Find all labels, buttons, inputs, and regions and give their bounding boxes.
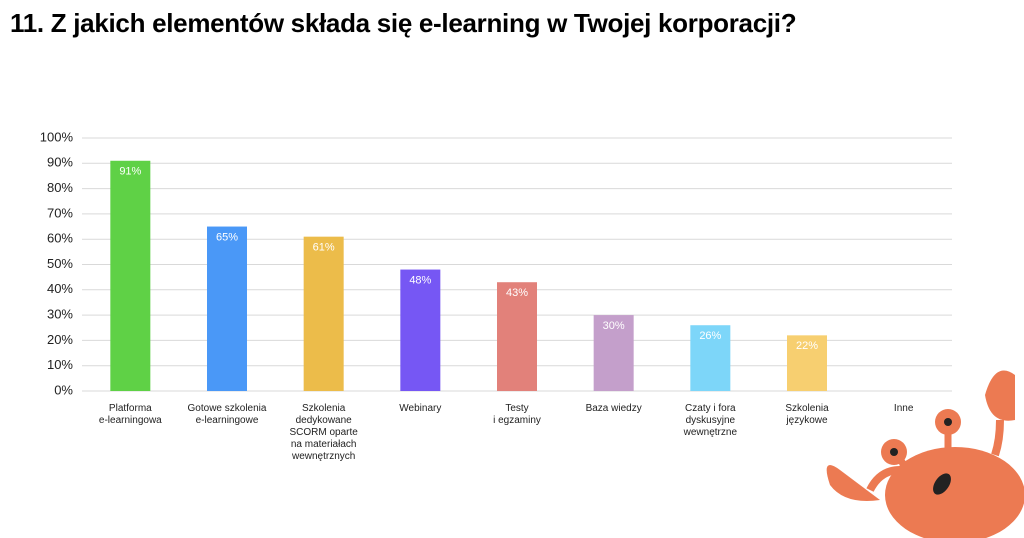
bar <box>400 269 441 391</box>
bar <box>207 226 247 391</box>
x-tick-label: Baza wiedzy <box>585 403 642 414</box>
bar <box>690 325 731 391</box>
x-tick-label: Platforma e-learningowa <box>98 403 162 426</box>
y-tick-label: 80% <box>47 180 73 195</box>
value-label: 91% <box>119 166 141 178</box>
crab-mascot <box>826 370 1024 538</box>
y-tick-label: 50% <box>47 256 73 271</box>
bar <box>593 315 634 391</box>
x-tick-label: Szkolenia dedykowane SCORM oparte na mat… <box>289 403 358 462</box>
x-tick-label: Inne <box>893 403 914 414</box>
bar <box>110 160 151 391</box>
y-tick-label: 10% <box>47 357 73 372</box>
value-label: 43% <box>506 287 528 299</box>
y-tick-label: 60% <box>47 231 73 246</box>
y-tick-label: 30% <box>47 307 73 322</box>
x-tick-label: Szkolenia językowe <box>785 403 829 426</box>
bar <box>303 236 344 391</box>
y-tick-label: 40% <box>47 281 73 296</box>
value-label: 61% <box>313 242 335 254</box>
x-tick-label: Testy i egzaminy <box>493 403 541 426</box>
bar <box>497 282 537 391</box>
y-tick-label: 0% <box>54 382 73 397</box>
value-label: 65% <box>216 231 238 243</box>
x-tick-label: Czaty i fora dyskusyjne wewnętrzne <box>683 403 737 438</box>
x-tick-label: Gotowe szkolenia e-learningowe <box>187 403 267 426</box>
x-tick-label: Webinary <box>399 403 442 414</box>
y-tick-label: 20% <box>47 332 73 347</box>
y-tick-label: 90% <box>47 155 73 170</box>
y-tick-label: 70% <box>47 205 73 220</box>
value-label: 48% <box>409 274 431 286</box>
value-label: 26% <box>699 330 721 342</box>
value-label: 22% <box>796 340 818 352</box>
bar <box>787 335 827 391</box>
value-label: 30% <box>603 320 625 332</box>
chart-title: 11. Z jakich elementów składa się e-lear… <box>10 8 797 38</box>
y-tick-label: 100% <box>40 129 74 144</box>
